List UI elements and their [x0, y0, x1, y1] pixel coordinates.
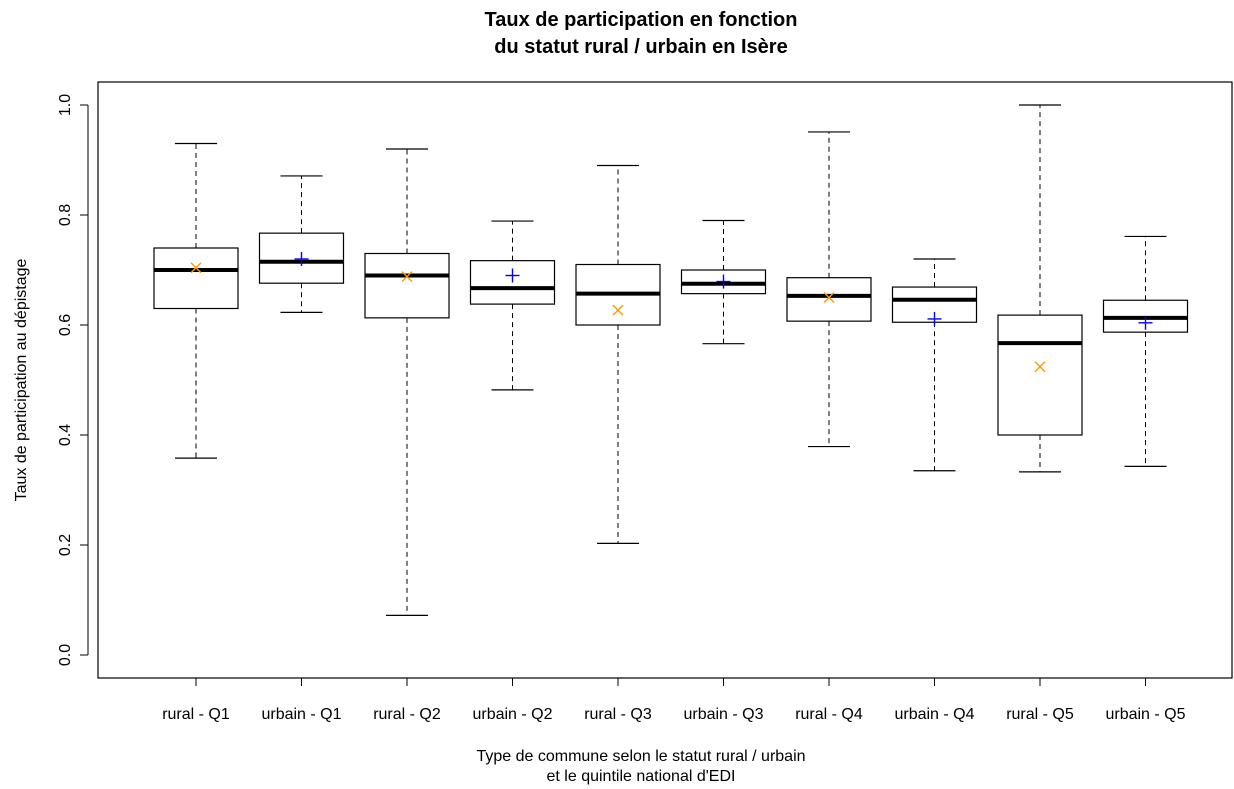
- x-axis-label-line1: Type de commune selon le statut rural / …: [476, 748, 806, 765]
- iqr-box: [786, 277, 872, 322]
- y-tick-label: 0.2: [57, 534, 74, 556]
- box-7: [786, 131, 872, 448]
- y-tick-label: 0.6: [57, 314, 74, 336]
- iqr-box: [997, 314, 1083, 436]
- x-tick-label: rural - Q1: [162, 706, 230, 723]
- y-tick-label: 0.8: [57, 204, 74, 226]
- chart-title: Taux de participation en fonction: [484, 9, 798, 31]
- mean-marker-x: [612, 304, 624, 316]
- x-tick-label: rural - Q4: [795, 706, 863, 723]
- x-tick-label: rural - Q2: [373, 706, 441, 723]
- y-tick-label: 0.0: [57, 644, 74, 666]
- mean-marker-x: [1034, 361, 1046, 373]
- iqr-box: [153, 247, 239, 310]
- x-tick-label: urbain - Q4: [894, 706, 974, 723]
- mean-marker-x: [401, 271, 413, 283]
- box-6: [680, 219, 767, 345]
- box-10: [1102, 235, 1189, 467]
- box-series: [153, 104, 1189, 617]
- y-tick-label: 0.4: [57, 424, 74, 446]
- chart-subtitle: du statut rural / urbain en Isère: [494, 36, 788, 58]
- box-2: [258, 175, 345, 313]
- box-9: [997, 104, 1083, 473]
- y-axis-ticks: 0.0 0.2 0.4 0.6 0.8 1.0: [57, 94, 88, 666]
- x-tick-label: rural - Q3: [584, 706, 652, 723]
- box-1: [153, 142, 239, 459]
- x-tick-label: urbain - Q2: [472, 706, 552, 723]
- x-axis-label-line2: et le quintile national d'EDI: [546, 768, 736, 785]
- y-axis-label: Taux de participation au dépistage: [13, 258, 30, 501]
- box-8: [891, 258, 978, 472]
- x-tick-label: urbain - Q5: [1105, 706, 1185, 723]
- plot-frame: [97, 81, 1233, 679]
- iqr-box: [364, 252, 450, 319]
- x-tick-label: urbain - Q3: [683, 706, 763, 723]
- y-tick-label: 1.0: [57, 94, 74, 116]
- box-3: [364, 148, 450, 617]
- mean-marker-x: [190, 262, 202, 274]
- x-tick-label: rural - Q5: [1006, 706, 1074, 723]
- box-5: [575, 164, 661, 544]
- x-axis-labels: rural - Q1 urbain - Q1 rural - Q2 urbain - …: [162, 678, 1186, 723]
- box-4: [469, 220, 556, 391]
- x-tick-label: urbain - Q1: [261, 706, 341, 723]
- mean-marker-x: [823, 292, 835, 303]
